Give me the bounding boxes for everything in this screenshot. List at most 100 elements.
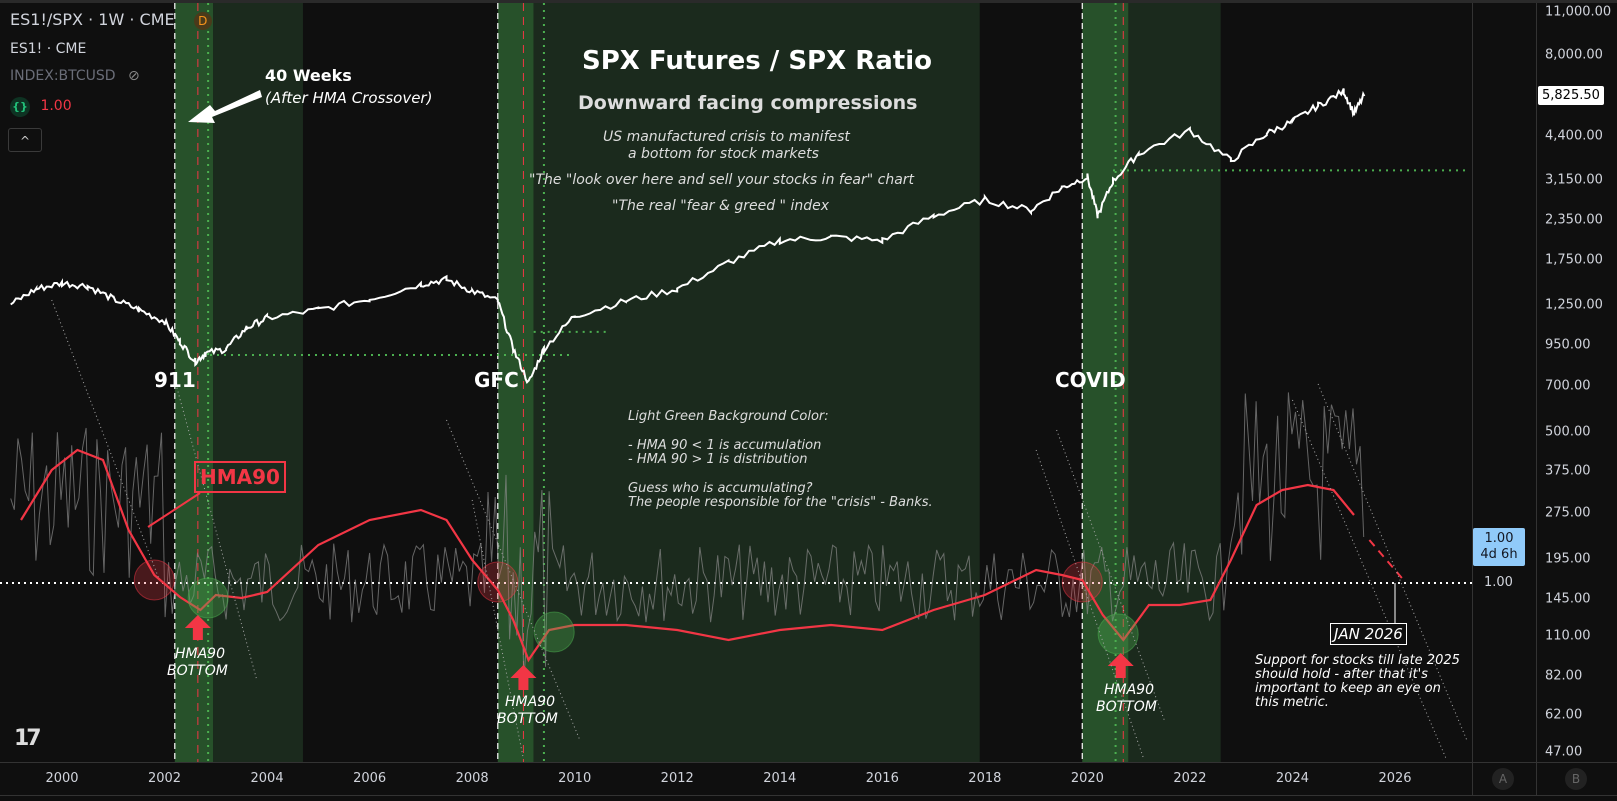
y-tick: 500.00 — [1545, 424, 1591, 440]
bottom-b-2: BOTTOM — [497, 711, 558, 727]
x-tick-2024: 2024 — [1275, 771, 1309, 786]
symbol3-label: INDEX:BTCUSD — [10, 68, 116, 84]
daily-badge: D — [193, 12, 212, 30]
bottom-arrow-icon-1 — [510, 665, 537, 690]
scale-a-button[interactable]: A — [1492, 768, 1514, 790]
ratio-level-label: 1.00 — [1484, 575, 1513, 590]
collapse-legend-button[interactable]: ^ — [8, 128, 42, 152]
trend-line-2 — [446, 419, 581, 741]
y-tick: 195.00 — [1545, 551, 1591, 567]
crossover-circle-4 — [1061, 561, 1103, 603]
support-l3: important to keep an eye on — [1255, 681, 1441, 696]
event-gfc: GFC — [474, 368, 519, 392]
x-tick-2014: 2014 — [763, 771, 797, 786]
scale-b-button[interactable]: B — [1565, 768, 1587, 790]
chart-subtitle: Downward facing compressions — [578, 92, 918, 114]
y-tick: 82.00 — [1545, 668, 1583, 684]
hma90-projection-line — [1368, 539, 1407, 583]
shaded-period-3 — [533, 3, 980, 762]
shaded-period-5 — [1128, 3, 1221, 762]
y-tick: 145.00 — [1545, 591, 1591, 607]
crossover-circle-0 — [133, 559, 175, 601]
x-tick-2022: 2022 — [1173, 771, 1207, 786]
indicator-value: 1.00 — [40, 98, 72, 114]
bottom-b-1: HMA90 — [505, 694, 555, 710]
trend-line-1 — [51, 299, 160, 581]
ratio-countdown: 4d 6h — [1480, 547, 1518, 562]
chevron-up-icon: ^ — [19, 134, 31, 148]
event-covid: COVID — [1055, 368, 1126, 392]
y-tick: 1,750.00 — [1545, 252, 1603, 268]
chart-pane[interactable] — [0, 3, 1472, 762]
x-tick-2026: 2026 — [1378, 771, 1412, 786]
legend-note-title: Light Green Background Color: — [628, 409, 829, 424]
legend-note-l1: - HMA 90 < 1 is accumulation — [628, 438, 822, 453]
hma90-callout-line — [147, 492, 201, 528]
tradingview-logo[interactable]: 17 — [14, 726, 42, 751]
crossover-circle-1 — [187, 577, 229, 619]
spx-series-line — [10, 88, 1366, 384]
note-line1b: a bottom for stock markets — [628, 146, 819, 162]
indicator-legend[interactable]: {} 1.00 — [10, 97, 72, 117]
x-tick-2002: 2002 — [147, 771, 182, 786]
crossover-circle-2 — [477, 561, 519, 603]
main-symbol[interactable]: ES1!/SPX · 1W · CME — [10, 10, 175, 29]
main-symbol-legend[interactable]: ES1!/SPX · 1W · CME D — [10, 10, 212, 30]
ratio-last-value: 1.00 — [1484, 531, 1514, 546]
y-tick: 47.00 — [1545, 744, 1583, 760]
y-tick: 110.00 — [1545, 628, 1591, 644]
symbol3-legend[interactable]: INDEX:BTCUSD ⊘ — [10, 68, 140, 84]
support-l2: should hold - after that it's — [1255, 667, 1428, 682]
y-tick: 700.00 — [1545, 378, 1591, 394]
crossover-circle-5 — [1097, 613, 1139, 655]
note-line1a: US manufactured crisis to manifest — [603, 129, 850, 145]
y-tick: 275.00 — [1545, 505, 1591, 521]
y-tick: 11,000.00 — [1545, 4, 1612, 20]
jan-2026-label: JAN 2026 — [1330, 623, 1407, 645]
bottom-arrow-icon-2 — [1107, 653, 1134, 678]
chart-title: SPX Futures / SPX Ratio — [582, 46, 932, 76]
x-tick-2008: 2008 — [455, 771, 489, 786]
x-tick-2020: 2020 — [1070, 771, 1104, 786]
braces-icon: {} — [10, 97, 30, 117]
legend-note-l4: The people responsible for the "crisis" … — [628, 495, 933, 510]
legend-note-l2: - HMA 90 > 1 is distribution — [628, 452, 808, 467]
top-bar — [0, 0, 1617, 3]
hma90-series-line — [20, 448, 1355, 663]
ratio-series-line — [10, 392, 1365, 678]
weeks-arrow-icon — [188, 90, 262, 123]
y-tick: 950.00 — [1545, 337, 1591, 353]
note-line3: "The real "fear & greed " index — [612, 198, 829, 214]
y-tick: 1,250.00 — [1545, 297, 1603, 313]
note-line2: "The "look over here and sell your stock… — [529, 172, 915, 188]
shaded-period-1 — [213, 3, 303, 762]
ratio-last-badge: 1.00 4d 6h — [1473, 528, 1525, 566]
weeks-title: 40 Weeks — [265, 66, 352, 85]
trend-line-6 — [1317, 383, 1468, 741]
support-l4: this metric. — [1255, 695, 1329, 710]
trend-line-3 — [471, 499, 524, 760]
last-price-badge: 5,825.50 — [1538, 86, 1604, 105]
chart-svg — [0, 3, 1472, 762]
x-tick-2010: 2010 — [558, 771, 592, 786]
legend-note-l3: Guess who is accumulating? — [628, 481, 813, 496]
y-tick: 4,400.00 — [1545, 128, 1603, 144]
x-tick-2016: 2016 — [865, 771, 899, 786]
symbol2-legend[interactable]: ES1! · CME — [10, 41, 87, 57]
y-tick: 375.00 — [1545, 463, 1591, 479]
support-l1: Support for stocks till late 2025 — [1255, 653, 1460, 668]
crossover-circle-3 — [533, 611, 575, 653]
x-tick-2004: 2004 — [250, 771, 284, 786]
y-tick: 2,350.00 — [1545, 212, 1603, 228]
eye-hidden-icon[interactable]: ⊘ — [128, 68, 140, 84]
hma90-label: HMA90 — [194, 461, 286, 493]
x-tick-2006: 2006 — [353, 771, 387, 786]
trend-line-4 — [1035, 449, 1145, 760]
time-axis[interactable]: 2000 2002 2004 2006 2008 2010 2012 2014 2016 2018… — [0, 762, 1617, 796]
event-911: 911 — [154, 368, 196, 392]
bottom-a-2: BOTTOM — [167, 663, 228, 679]
bottom-c-2: BOTTOM — [1096, 699, 1157, 715]
scale-divider-a — [1472, 3, 1473, 795]
bottom-a-1: HMA90 — [175, 646, 225, 662]
y-tick: 8,000.00 — [1545, 47, 1603, 63]
